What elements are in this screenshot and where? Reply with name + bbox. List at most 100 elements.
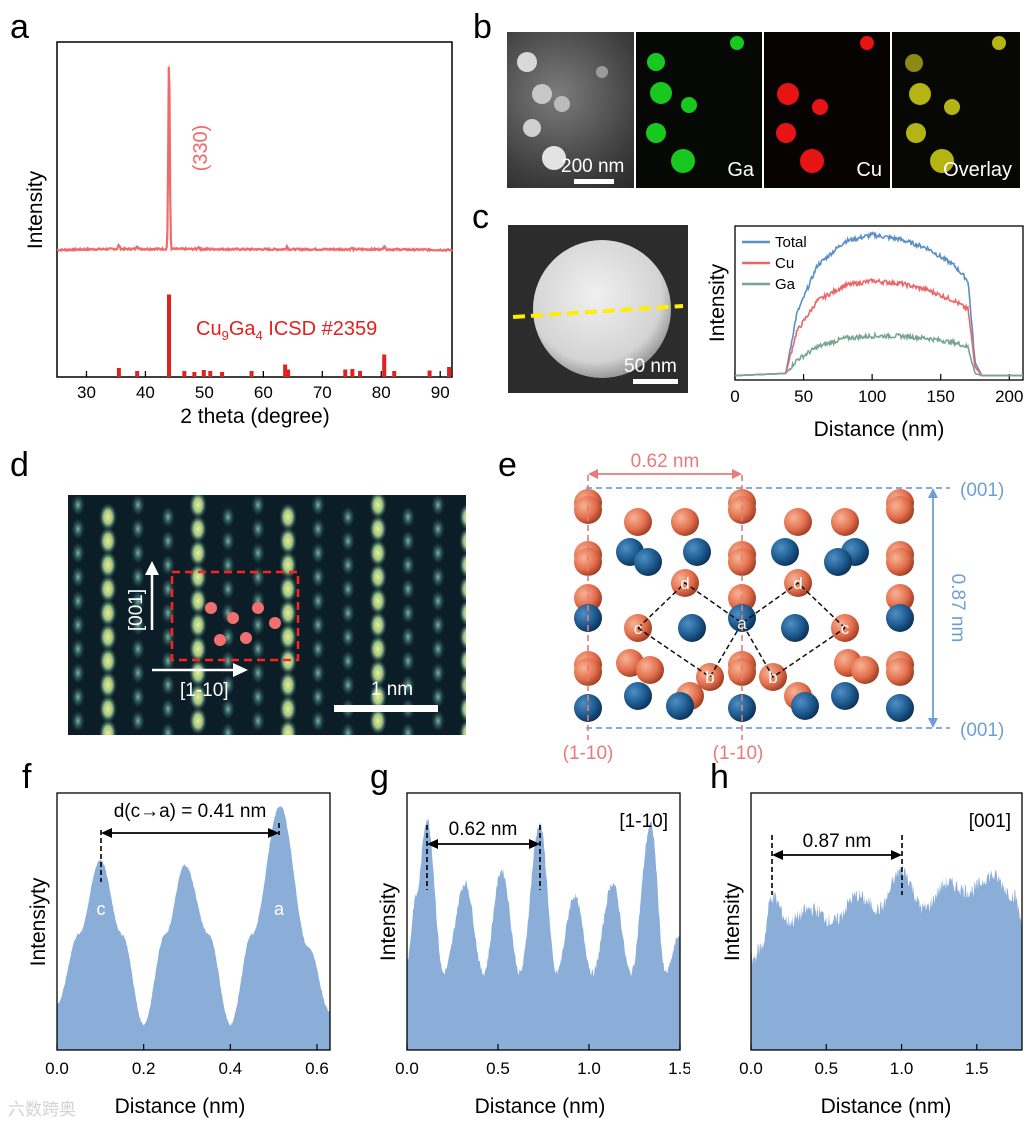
cu-atom xyxy=(574,658,602,686)
plane-label-left: (1-10) xyxy=(563,743,614,764)
linescan-series xyxy=(735,231,1023,377)
haadf-image: [001] [1-10] 1 nm xyxy=(68,495,466,735)
lattice-column xyxy=(459,599,466,627)
lattice-column xyxy=(341,722,355,735)
lattice-column xyxy=(251,542,265,564)
lattice-column xyxy=(279,527,297,555)
dir-001-label: [001] xyxy=(126,589,147,631)
lattice-column xyxy=(161,506,175,528)
lattice-column xyxy=(279,575,297,603)
panel-label-c: c xyxy=(472,198,489,236)
stem-scale-text: 50 nm xyxy=(624,356,677,377)
lattice-column xyxy=(71,614,85,636)
lattice-column xyxy=(401,578,415,600)
ga-atom xyxy=(886,604,914,632)
linescan-x-ticks: 0 50 100 150 200 xyxy=(730,374,1023,406)
lattice-column xyxy=(369,563,387,591)
lattice-column xyxy=(99,551,117,579)
cu-atom xyxy=(851,656,879,684)
x-tick-label: 1.0 xyxy=(577,1059,601,1078)
lattice-column xyxy=(131,710,145,732)
profile-h-annotation: 0.87 nm xyxy=(803,831,872,852)
lattice-column xyxy=(251,662,265,684)
xrd-peak-label: (330) xyxy=(190,125,212,172)
lattice-column xyxy=(431,662,445,684)
lattice-column xyxy=(431,566,445,588)
profile-h-frame xyxy=(750,792,1023,1051)
profile-f-frame xyxy=(56,792,331,1051)
spacing-label-top: 0.62 nm xyxy=(631,451,700,472)
lattice-column xyxy=(341,554,355,576)
stem-particle-svg xyxy=(512,240,684,378)
lattice-column xyxy=(189,563,207,591)
lattice-column xyxy=(221,554,235,576)
lattice-column xyxy=(161,698,175,720)
stem-particle xyxy=(533,240,671,378)
x-tick-label: 0.5 xyxy=(814,1059,838,1078)
watermark: 六数跨奥 xyxy=(8,1100,76,1119)
panel-label-h: h xyxy=(710,758,729,796)
lattice-column xyxy=(71,495,85,516)
lattice-column xyxy=(279,671,297,699)
dir-1-10-label: [1-10] xyxy=(180,680,229,701)
ga-atom xyxy=(831,682,859,710)
lattice-column xyxy=(221,650,235,672)
line-scan-path xyxy=(512,304,684,319)
x-tick-label: 0.0 xyxy=(739,1059,763,1078)
lattice-column xyxy=(71,566,85,588)
lattice-column xyxy=(279,719,297,735)
cu-map: Cu xyxy=(764,32,890,188)
lattice-column xyxy=(311,614,325,636)
lattice-column xyxy=(221,722,235,735)
lattice-column xyxy=(401,674,415,696)
lattice-column xyxy=(71,638,85,660)
lattice-column xyxy=(401,626,415,648)
lattice-column xyxy=(161,530,175,552)
unit-cell-box xyxy=(170,570,300,662)
profile-h-direction: [001] xyxy=(969,811,1011,832)
xrd-chart: 30 40 50 60 70 80 90 2 theta (degree) Intensit… xyxy=(24,41,453,428)
xrd-x-tick-label: 90 xyxy=(431,383,450,402)
legend-total: Total xyxy=(775,234,807,251)
xrd-pattern-line xyxy=(56,66,453,253)
profile-h-area xyxy=(751,864,1022,1050)
lattice-column xyxy=(251,614,265,636)
lattice-column xyxy=(459,647,466,675)
lattice-column xyxy=(459,719,466,735)
cu-map-particles xyxy=(776,36,874,173)
cu-atom xyxy=(886,496,914,524)
linescan-frame xyxy=(734,225,1024,381)
lattice-column xyxy=(131,590,145,612)
overlay-map: Overlay xyxy=(892,32,1020,188)
linescan-series-ga xyxy=(735,331,1023,377)
legend-ga: Ga xyxy=(775,276,796,293)
site-b-left: b xyxy=(705,668,714,687)
linescan-x-tick-label: 150 xyxy=(927,387,955,406)
linescan-x-tick-label: 100 xyxy=(858,387,886,406)
lattice-column xyxy=(369,659,387,687)
profile-f-y-label: Intensiyty xyxy=(27,877,50,966)
sem-scale-bar xyxy=(574,179,614,184)
lattice-column xyxy=(71,518,85,540)
ga-atom xyxy=(791,692,819,720)
plane-label-bottom: (001) xyxy=(960,720,1004,741)
lattice-column xyxy=(431,710,445,732)
xrd-x-label: 2 theta (degree) xyxy=(180,405,329,428)
lattice-column xyxy=(431,614,445,636)
lattice-column xyxy=(311,686,325,708)
site-labels: a b b c c d d xyxy=(634,574,850,687)
linescan-series-cu xyxy=(735,277,1023,377)
lattice-column xyxy=(369,515,387,543)
lattice-column xyxy=(431,542,445,564)
ga-map: Ga xyxy=(636,32,762,188)
x-tick-label: 0.0 xyxy=(395,1059,419,1078)
lattice-column xyxy=(459,575,466,603)
lattice-column xyxy=(71,662,85,684)
xrd-frame xyxy=(56,41,453,378)
ga-atom xyxy=(624,682,652,710)
site-bonds xyxy=(637,582,846,679)
lattice-column xyxy=(401,602,415,624)
xrd-x-tick-label: 40 xyxy=(136,383,155,402)
lattice-column xyxy=(131,542,145,564)
lattice-column xyxy=(99,671,117,699)
